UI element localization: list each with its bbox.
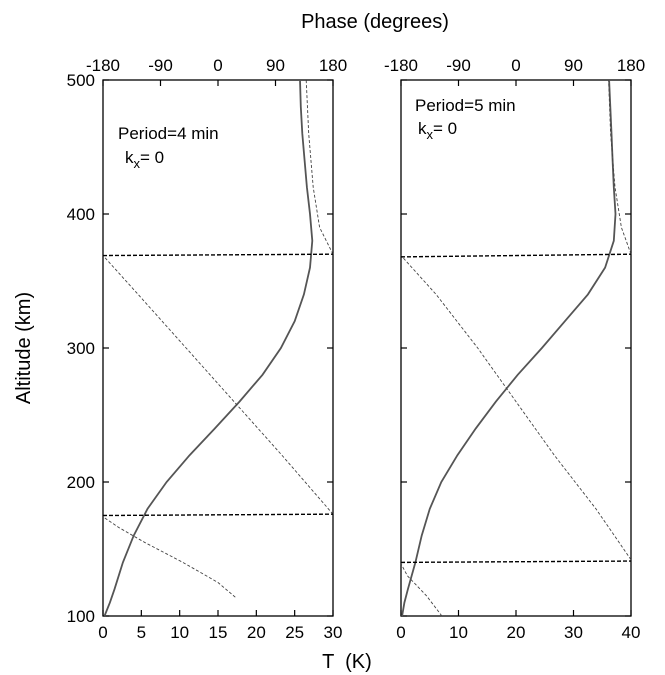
x-tick-label-T: 15 [209, 623, 228, 642]
x-tick-label-phase: 180 [617, 56, 645, 75]
amplitude-curve [103, 79, 314, 617]
panel-marks: 0 10 20 30 40 -180 -90 0 90 180 [384, 56, 645, 642]
phase-curve [608, 79, 632, 255]
period-annotation: Period=4 min [118, 124, 219, 143]
x-tick-label-T: 30 [564, 623, 583, 642]
x-tick-label-T: 10 [449, 623, 468, 642]
x-tick-label-phase: -180 [384, 56, 418, 75]
phase-curve [400, 255, 632, 560]
x-tick-label-T: 0 [98, 623, 107, 642]
x-tick-label-phase: 180 [319, 56, 347, 75]
y-tick-label: 500 [67, 71, 95, 90]
amplitude-curve [401, 79, 617, 617]
kx-subscript: x [134, 156, 141, 171]
y-tick-label: 300 [67, 339, 95, 358]
x-tick-label-phase: -90 [148, 56, 173, 75]
top-axis-title: Phase (degrees) [301, 11, 449, 33]
phase-jump-line [400, 253, 632, 258]
phase-curve [102, 516, 236, 598]
y-axis-title: Altitude (km) [13, 292, 35, 404]
phase-curve [102, 255, 334, 515]
kx-subscript: x [427, 127, 434, 142]
kx-value: = 0 [140, 148, 164, 167]
x-tick-label-T: 5 [137, 623, 146, 642]
kx-annotation: kx= 0 [418, 119, 457, 142]
panel-frame [400, 79, 632, 617]
panel-marks: 0 5 10 15 20 25 30 -180 -90 0 90 180 100 200 300 400 500 [67, 56, 348, 642]
phase-jump-line [400, 560, 632, 564]
kx-value: = 0 [433, 119, 457, 138]
bottom-axis-title: T (K) [322, 651, 372, 673]
phase-jump-line [102, 513, 334, 517]
phase-curve [305, 79, 334, 255]
phase-curve [400, 563, 443, 617]
y-tick-label: 400 [67, 205, 95, 224]
x-tick-label-phase: -180 [86, 56, 120, 75]
x-tick-label-phase: 90 [564, 56, 583, 75]
y-tick-label: 100 [67, 607, 95, 626]
kx-symbol: k [125, 148, 134, 167]
x-tick-label-T: 0 [396, 623, 405, 642]
panel-period-4min: 0 5 10 15 20 25 30 -180 -90 0 90 180 100 200 300 400 500… [67, 56, 348, 642]
x-tick-label-phase: 0 [213, 56, 222, 75]
x-tick-label-T: 25 [285, 623, 304, 642]
phase-jump-line [102, 253, 334, 257]
kx-symbol: k [418, 119, 427, 138]
x-tick-label-T: 20 [507, 623, 526, 642]
x-tick-label-T: 20 [247, 623, 266, 642]
x-tick-label-phase: -90 [446, 56, 471, 75]
kx-annotation: kx= 0 [125, 148, 164, 171]
x-tick-label-phase: 0 [511, 56, 520, 75]
x-tick-label-phase: 90 [266, 56, 285, 75]
x-tick-label-T: 30 [324, 623, 343, 642]
x-tick-label-T: 40 [622, 623, 641, 642]
panel-period-5min: 0 10 20 30 40 -180 -90 0 90 180 Period=5 min kx= … [384, 56, 645, 642]
y-tick-label: 200 [67, 473, 95, 492]
period-annotation: Period=5 min [415, 96, 516, 115]
x-tick-label-T: 10 [170, 623, 189, 642]
